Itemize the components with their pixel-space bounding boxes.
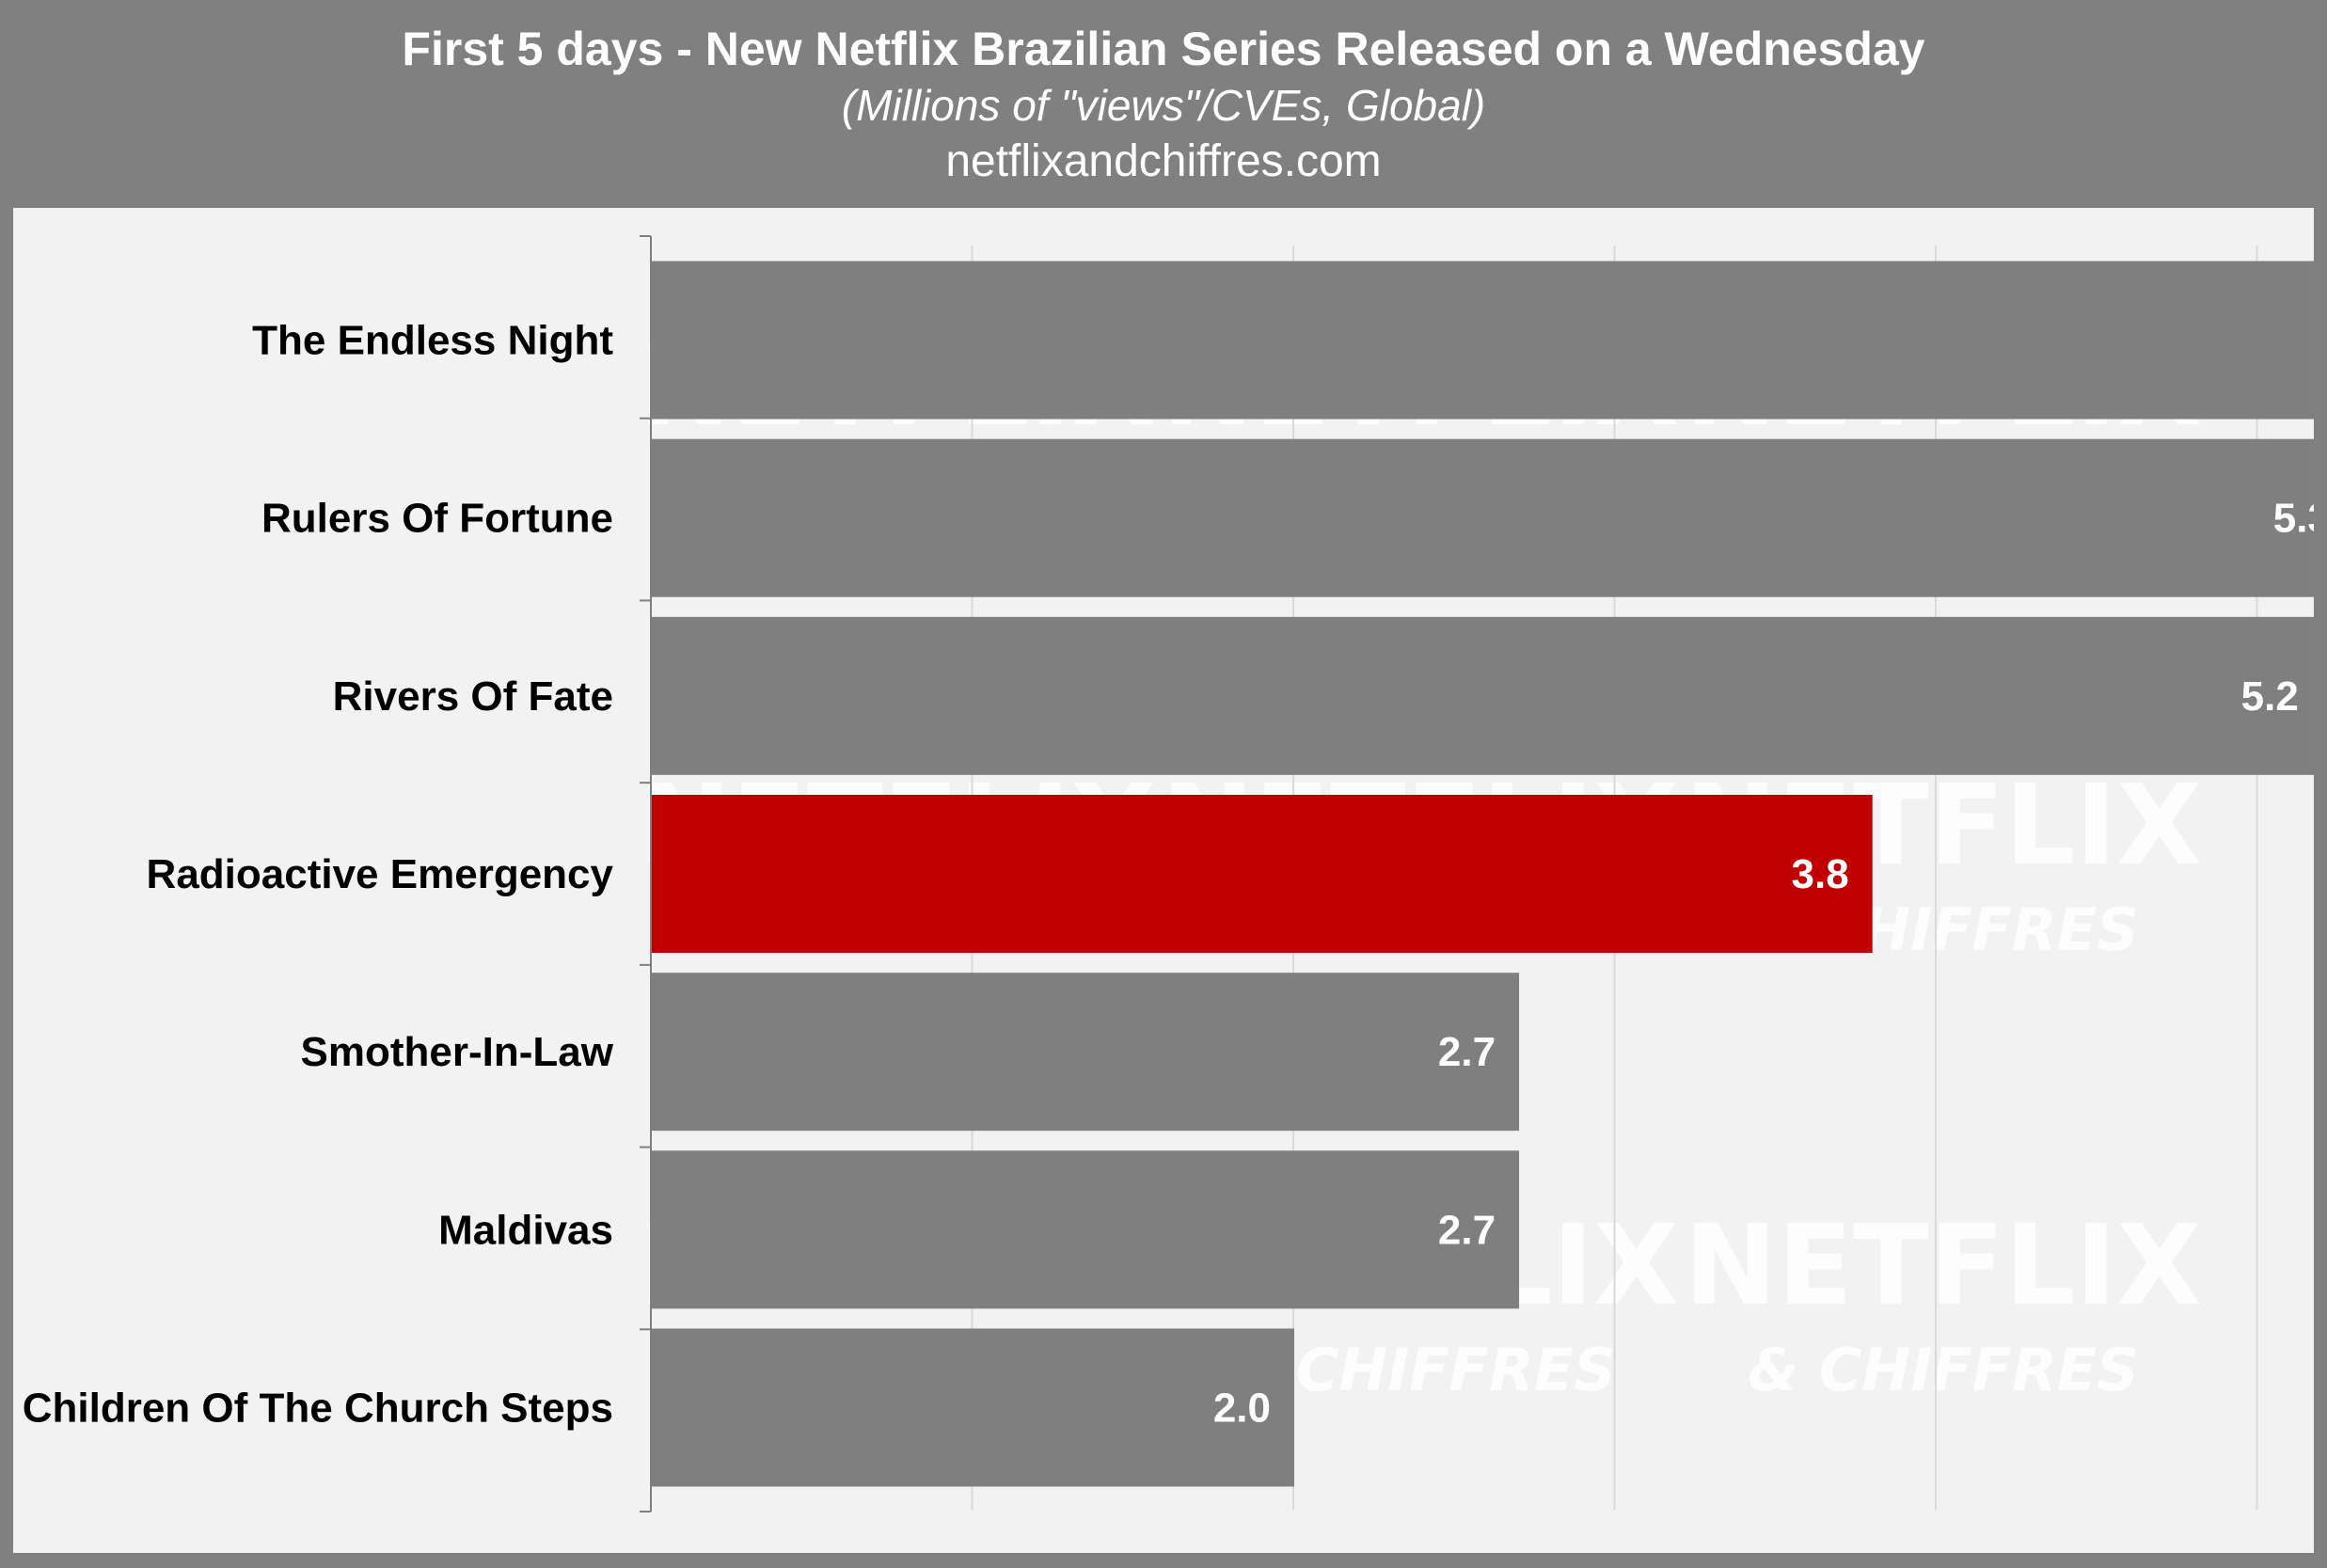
watermark-logo-subtext: & CHIFFRES	[1748, 1336, 2139, 1404]
value-label: 2.7	[1438, 1029, 1496, 1075]
chart-title: First 5 days - New Netflix Brazilian Ser…	[402, 23, 1925, 75]
category-label: Children Of The Church Steps	[23, 1385, 613, 1431]
chart-header: First 5 days - New Netflix Brazilian Ser…	[0, 0, 2327, 207]
chart-source: netflixandchiffres.com	[945, 136, 1382, 186]
bar	[652, 795, 1873, 953]
value-label: 3.8	[1792, 851, 1849, 897]
value-label: 2.7	[1438, 1207, 1496, 1253]
bar	[652, 616, 2314, 775]
bar	[652, 1328, 1294, 1487]
value-label: 5.3	[2273, 496, 2314, 542]
value-label: 2.0	[1213, 1385, 1271, 1431]
bar	[652, 438, 2314, 597]
category-label: Smother-In-Law	[301, 1029, 614, 1075]
category-label: Radioactive Emergency	[147, 851, 614, 897]
value-label: 5.2	[2241, 673, 2299, 720]
category-label: Rivers Of Fate	[333, 673, 613, 720]
category-label: The Endless Night	[252, 318, 613, 364]
bar	[652, 1150, 1520, 1309]
watermark-logo-text: NETFLIX	[1685, 1200, 2203, 1330]
bar	[652, 973, 1520, 1132]
chart-subtitle: (Millions of "views"/CVEs, Global)	[841, 81, 1486, 130]
bar	[652, 261, 2314, 420]
category-label: Maldivas	[438, 1207, 613, 1253]
category-label: Rulers Of Fortune	[261, 496, 613, 542]
